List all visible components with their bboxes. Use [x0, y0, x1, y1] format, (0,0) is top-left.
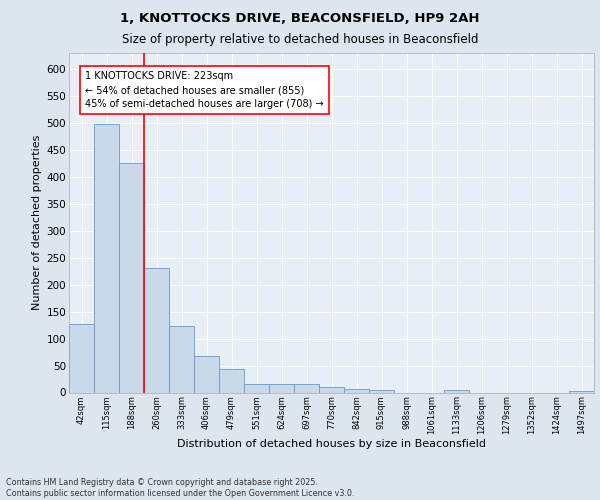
Bar	[269, 384, 294, 392]
Bar	[119, 163, 144, 392]
X-axis label: Distribution of detached houses by size in Beaconsfield: Distribution of detached houses by size …	[177, 438, 486, 448]
Text: 1 KNOTTOCKS DRIVE: 223sqm
← 54% of detached houses are smaller (855)
45% of semi: 1 KNOTTOCKS DRIVE: 223sqm ← 54% of detac…	[85, 72, 324, 110]
Bar	[444, 390, 469, 392]
Bar	[194, 356, 219, 392]
Bar	[294, 384, 319, 392]
Bar	[169, 326, 194, 392]
Bar	[69, 324, 94, 392]
Bar	[219, 369, 244, 392]
Text: Size of property relative to detached houses in Beaconsfield: Size of property relative to detached ho…	[122, 32, 478, 46]
Bar	[344, 388, 369, 392]
Bar	[369, 390, 394, 392]
Bar	[244, 384, 269, 392]
Y-axis label: Number of detached properties: Number of detached properties	[32, 135, 43, 310]
Bar	[144, 268, 169, 392]
Text: Contains HM Land Registry data © Crown copyright and database right 2025.
Contai: Contains HM Land Registry data © Crown c…	[6, 478, 355, 498]
Bar	[319, 386, 344, 392]
Bar	[569, 391, 594, 392]
Bar	[94, 124, 119, 392]
Text: 1, KNOTTOCKS DRIVE, BEACONSFIELD, HP9 2AH: 1, KNOTTOCKS DRIVE, BEACONSFIELD, HP9 2A…	[120, 12, 480, 26]
